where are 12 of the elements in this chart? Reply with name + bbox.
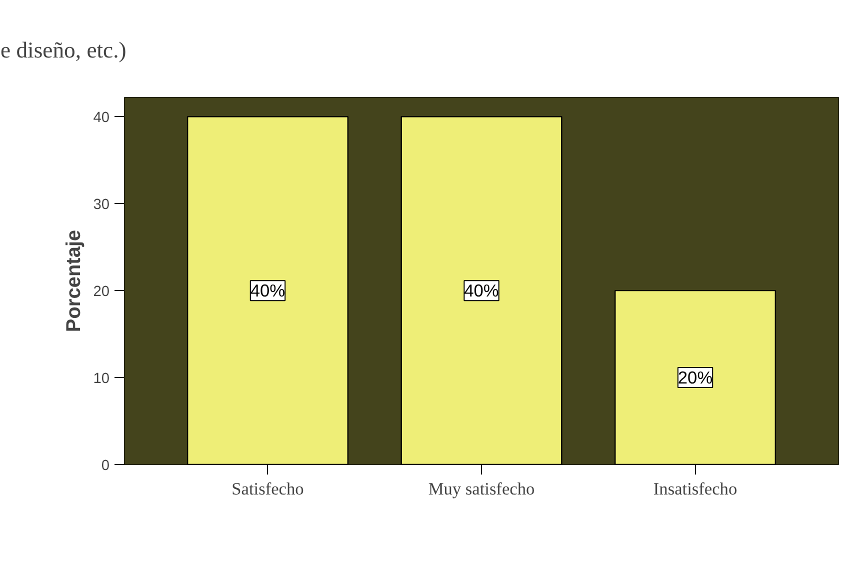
x-tick-label: Muy satisfecho [428,480,535,498]
y-tick-label: 0 [101,458,110,474]
y-tick-label: 30 [93,197,110,214]
x-tick-label: Insatisfecho [653,480,738,498]
y-tick-label: 40 [93,110,110,126]
y-tick-label: 20 [93,284,110,300]
data-label: 40% [464,280,499,301]
x-tick-label: Satisfecho [232,480,304,498]
text: e diseño, etc.) [0,38,126,62]
y-tick-label: 10 [93,371,110,388]
y-axis-title: Porcentaje [63,230,86,332]
data-label: 20% [678,368,713,388]
